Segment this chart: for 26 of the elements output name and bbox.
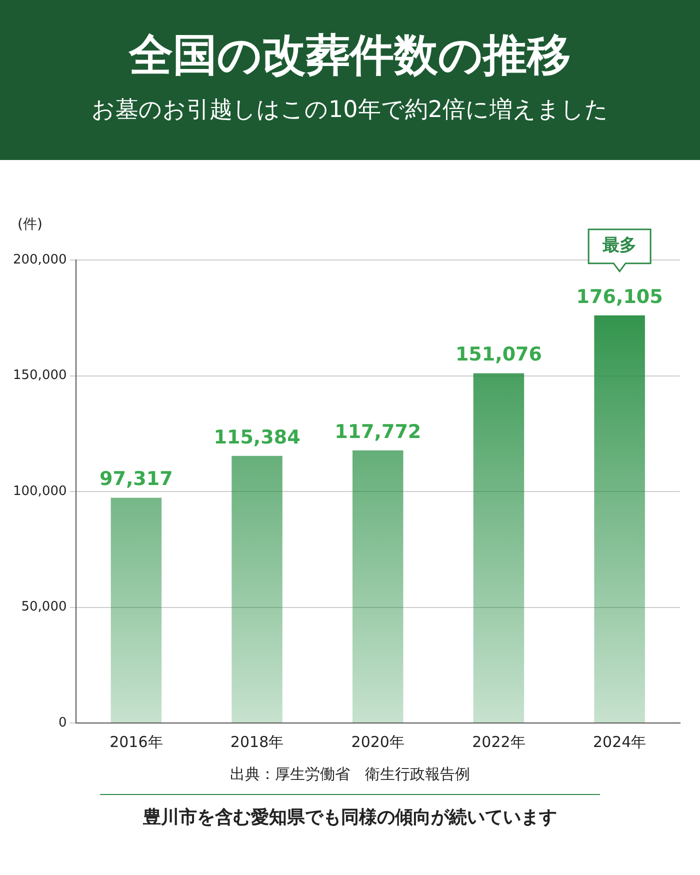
text: 最多: [602, 236, 637, 256]
chart-title: 全国の改葬件数の推移: [128, 29, 572, 83]
y-tick-label: 0: [58, 715, 67, 730]
chart-subtitle: お墓のお引越しはこの10年で約2倍に増えました: [90, 96, 610, 125]
y-tick-label: 200,000: [12, 252, 67, 268]
bar: [110, 498, 162, 722]
bar: [352, 450, 404, 722]
text: 豊川市を含む愛知県でも同様の傾向が続いています: [142, 806, 558, 830]
x-tick-label: 2016年: [110, 732, 163, 751]
data-label: 117,772: [334, 420, 422, 443]
data-label: 176,105: [576, 286, 663, 308]
x-tick-label: 2022年: [472, 732, 526, 751]
data-label: 97,317: [100, 468, 173, 490]
y-tick-label: 50,000: [21, 600, 67, 615]
y-axis-title: (件): [18, 216, 42, 233]
bar: [473, 373, 524, 722]
data-label: 115,384: [214, 426, 300, 448]
x-tick-label: 2018年: [230, 732, 284, 751]
y-tick-label: 100,000: [12, 484, 67, 499]
x-tick-label: 2020年: [351, 732, 404, 751]
bar: [594, 315, 645, 722]
data-label: 151,076: [455, 344, 542, 366]
bar: [232, 456, 282, 722]
x-tick-label: 2024年: [592, 732, 646, 751]
y-tick-label: 150,000: [12, 368, 67, 384]
source-note: 出典：厚生労働省 衛生行政報告例: [100, 755, 600, 795]
